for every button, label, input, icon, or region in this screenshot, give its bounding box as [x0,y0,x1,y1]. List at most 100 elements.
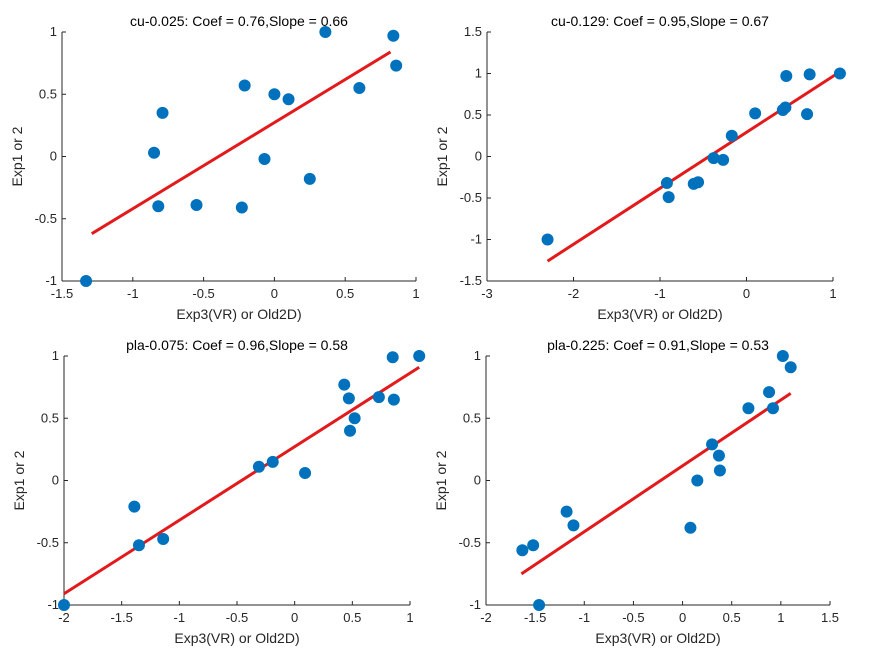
data-point [717,153,730,166]
y-tick-label: -1 [470,232,482,247]
data-point [387,393,400,406]
data-point [706,438,719,451]
y-tick-label: 1 [52,348,59,363]
y-axis-label: Exp1 or 2 [9,126,25,186]
x-tick-label: -1 [654,286,666,301]
y-tick-label: 1 [475,66,482,81]
y-tick-label: 0 [475,149,482,164]
x-tick-label: 1.5 [821,610,839,625]
data-point [268,88,281,101]
y-tick-label: 0 [474,473,481,488]
x-tick-label: 1 [406,610,413,625]
chart-title: pla-0.225: Coef = 0.91,Slope = 0.53 [547,337,769,353]
x-tick-label: -1.5 [110,610,132,625]
chart-title: cu-0.025: Coef = 0.76,Slope = 0.66 [130,13,348,29]
data-point [533,599,546,611]
y-tick-label: -0.5 [459,535,481,550]
data-point [567,519,580,532]
x-tick-label: 0 [679,610,686,625]
fit-line [63,365,421,596]
y-tick-label: 1 [474,348,481,363]
data-point [235,201,248,214]
fit-line [520,392,792,576]
data-point [662,191,675,204]
x-tick-label: 0 [743,286,750,301]
data-point [342,392,355,405]
x-tick-label: 0.5 [723,610,741,625]
data-point [148,146,161,159]
data-point [712,449,725,462]
data-point [713,464,726,477]
data-point [190,199,203,212]
y-tick-label: 0.5 [464,107,482,122]
x-tick-label: -1.5 [51,286,73,301]
data-point [372,391,385,404]
data-point [319,26,332,38]
x-tick-label: 1 [777,610,784,625]
data-point [80,275,93,287]
data-point [258,152,271,165]
y-axis-label: Exp1 or 2 [433,450,449,510]
x-axis-label: Exp3(VR) or Old2D) [595,630,720,646]
data-point [541,233,554,246]
data-point [776,350,789,362]
fit-line [90,50,392,235]
data-point [766,402,779,415]
data-point [132,539,145,552]
data-point [692,176,705,189]
x-tick-label: -0.5 [192,286,214,301]
data-point [691,474,704,487]
fit-line [546,72,839,263]
data-point [763,386,776,399]
y-tick-label: -1.5 [460,273,482,288]
x-tick-label: -1 [174,610,186,625]
data-point [353,82,366,95]
data-point [749,107,762,120]
x-tick-label: -2 [568,286,580,301]
data-point [156,106,169,119]
data-point [157,533,170,546]
subplot-2: -3 -2 -1 0 1 -1.5 -1 -0.5 0 0.5 1 1.5 cu-0.129: Coef… [434,13,846,322]
y-tick-label: 0.5 [463,410,481,425]
x-tick-label: -2 [58,610,70,625]
data-point [390,59,403,72]
x-tick-label: 0 [291,610,298,625]
data-point [299,467,312,480]
data-point [516,544,529,557]
x-axis-label: Exp3(VR) or Old2D) [174,630,299,646]
data-point [344,424,357,437]
data-point [58,599,70,611]
data-point [833,67,846,80]
x-tick-label: -0.5 [622,610,644,625]
data-point [779,101,792,114]
y-tick-label: 0 [50,149,57,164]
y-tick-label: 1 [50,24,57,39]
data-point [386,351,399,364]
x-tick-label: 0.5 [336,286,354,301]
y-tick-label: 0.5 [41,410,59,425]
data-point [128,500,141,513]
data-point [684,521,697,534]
data-point [742,402,755,415]
subplot-3: -2 -1.5 -1 -0.5 0 0.5 1 -1 -0.5 0 0.5 1 pla-0.075: C… [11,337,426,646]
data-point [801,108,814,121]
x-tick-label: -1 [127,286,139,301]
x-tick-label: -1.5 [524,610,546,625]
y-tick-label: 0 [52,473,59,488]
subplot-4: -2 -1.5 -1 -0.5 0 0.5 1 1.5 -1 -0.5 0 0.5 1 pla-0.225… [433,337,839,646]
data-point [266,455,279,468]
data-point [152,200,165,213]
chart-title: pla-0.075: Coef = 0.96,Slope = 0.58 [126,337,348,353]
data-point [348,412,361,425]
data-point [413,350,426,362]
data-point [780,69,793,82]
x-tick-label: 0 [271,286,278,301]
y-tick-label: 0.5 [39,86,57,101]
x-axis-label: Exp3(VR) or Old2D) [176,306,301,322]
data-point [282,93,295,106]
y-tick-label: -0.5 [35,211,57,226]
y-axis-label: Exp1 or 2 [434,126,450,186]
y-tick-label: -0.5 [37,535,59,550]
